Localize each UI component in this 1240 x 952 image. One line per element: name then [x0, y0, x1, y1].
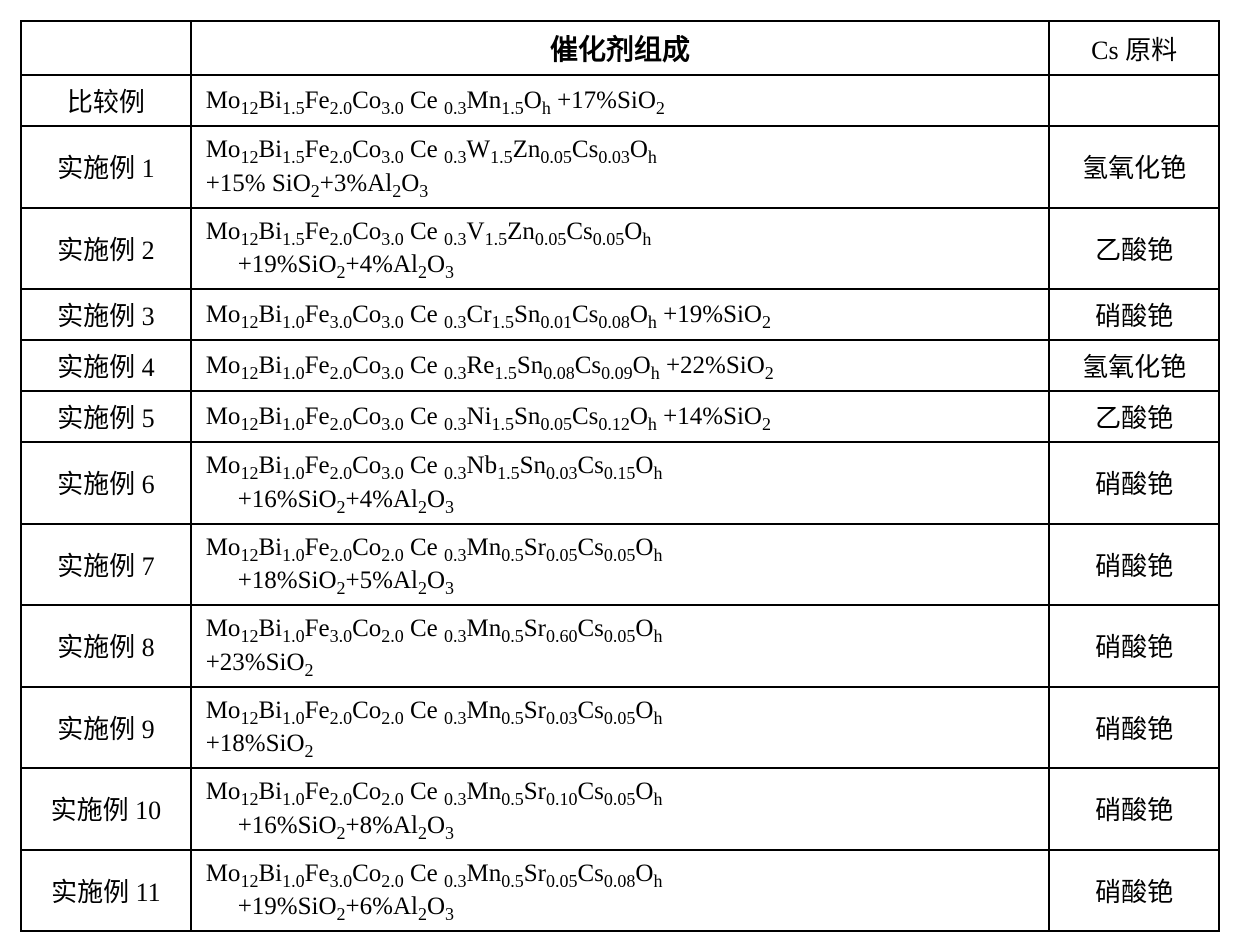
composition-cell: Mo12Bi1.0Fe3.0Co2.0 Ce 0.3Mn0.5Sr0.05Cs0…: [191, 850, 1050, 932]
cs-source-cell: 硝酸铯: [1049, 524, 1219, 606]
composition-cell: Mo12Bi1.0Fe2.0Co3.0 Ce 0.3Nb1.5Sn0.03Cs0…: [191, 442, 1050, 524]
row-label: 实施例 8: [21, 605, 191, 687]
table-header-row: 催化剂组成 Cs 原料: [21, 21, 1219, 75]
cs-source-cell: [1049, 75, 1219, 126]
row-label: 比较例: [21, 75, 191, 126]
col-header-blank: [21, 21, 191, 75]
table-row: 实施例 10Mo12Bi1.0Fe2.0Co2.0 Ce 0.3Mn0.5Sr0…: [21, 768, 1219, 850]
table-body: 比较例Mo12Bi1.5Fe2.0Co3.0 Ce 0.3Mn1.5Oh +17…: [21, 75, 1219, 931]
row-label: 实施例 5: [21, 391, 191, 442]
cs-source-cell: 硝酸铯: [1049, 442, 1219, 524]
table-row: 实施例 8Mo12Bi1.0Fe3.0Co2.0 Ce 0.3Mn0.5Sr0.…: [21, 605, 1219, 687]
composition-cell: Mo12Bi1.0Fe3.0Co2.0 Ce 0.3Mn0.5Sr0.60Cs0…: [191, 605, 1050, 687]
row-label: 实施例 10: [21, 768, 191, 850]
row-label: 实施例 6: [21, 442, 191, 524]
table-row: 实施例 5Mo12Bi1.0Fe2.0Co3.0 Ce 0.3Ni1.5Sn0.…: [21, 391, 1219, 442]
row-label: 实施例 1: [21, 126, 191, 208]
table-row: 实施例 3Mo12Bi1.0Fe3.0Co3.0 Ce 0.3Cr1.5Sn0.…: [21, 289, 1219, 340]
row-label: 实施例 11: [21, 850, 191, 932]
table-row: 实施例 2Mo12Bi1.5Fe2.0Co3.0 Ce 0.3V1.5Zn0.0…: [21, 208, 1219, 290]
composition-cell: Mo12Bi1.0Fe2.0Co2.0 Ce 0.3Mn0.5Sr0.03Cs0…: [191, 687, 1050, 769]
composition-cell: Mo12Bi1.0Fe3.0Co3.0 Ce 0.3Cr1.5Sn0.01Cs0…: [191, 289, 1050, 340]
cs-source-cell: 硝酸铯: [1049, 687, 1219, 769]
table-row: 实施例 11Mo12Bi1.0Fe3.0Co2.0 Ce 0.3Mn0.5Sr0…: [21, 850, 1219, 932]
table-row: 实施例 6Mo12Bi1.0Fe2.0Co3.0 Ce 0.3Nb1.5Sn0.…: [21, 442, 1219, 524]
cs-source-cell: 氢氧化铯: [1049, 340, 1219, 391]
col-header-cs-source: Cs 原料: [1049, 21, 1219, 75]
table-row: 实施例 9Mo12Bi1.0Fe2.0Co2.0 Ce 0.3Mn0.5Sr0.…: [21, 687, 1219, 769]
row-label: 实施例 9: [21, 687, 191, 769]
cs-source-cell: 硝酸铯: [1049, 605, 1219, 687]
composition-cell: Mo12Bi1.5Fe2.0Co3.0 Ce 0.3W1.5Zn0.05Cs0.…: [191, 126, 1050, 208]
cs-source-cell: 硝酸铯: [1049, 289, 1219, 340]
col-header-composition: 催化剂组成: [191, 21, 1050, 75]
cs-source-cell: 氢氧化铯: [1049, 126, 1219, 208]
composition-cell: Mo12Bi1.5Fe2.0Co3.0 Ce 0.3Mn1.5Oh +17%Si…: [191, 75, 1050, 126]
cs-source-cell: 乙酸铯: [1049, 208, 1219, 290]
cs-source-cell: 硝酸铯: [1049, 768, 1219, 850]
table-row: 实施例 4Mo12Bi1.0Fe2.0Co3.0 Ce 0.3Re1.5Sn0.…: [21, 340, 1219, 391]
composition-cell: Mo12Bi1.0Fe2.0Co3.0 Ce 0.3Re1.5Sn0.08Cs0…: [191, 340, 1050, 391]
catalyst-table: 催化剂组成 Cs 原料 比较例Mo12Bi1.5Fe2.0Co3.0 Ce 0.…: [20, 20, 1220, 932]
row-label: 实施例 7: [21, 524, 191, 606]
row-label: 实施例 3: [21, 289, 191, 340]
table-row: 比较例Mo12Bi1.5Fe2.0Co3.0 Ce 0.3Mn1.5Oh +17…: [21, 75, 1219, 126]
composition-cell: Mo12Bi1.5Fe2.0Co3.0 Ce 0.3V1.5Zn0.05Cs0.…: [191, 208, 1050, 290]
row-label: 实施例 4: [21, 340, 191, 391]
cs-source-cell: 硝酸铯: [1049, 850, 1219, 932]
composition-cell: Mo12Bi1.0Fe2.0Co3.0 Ce 0.3Ni1.5Sn0.05Cs0…: [191, 391, 1050, 442]
row-label: 实施例 2: [21, 208, 191, 290]
table-row: 实施例 7Mo12Bi1.0Fe2.0Co2.0 Ce 0.3Mn0.5Sr0.…: [21, 524, 1219, 606]
composition-cell: Mo12Bi1.0Fe2.0Co2.0 Ce 0.3Mn0.5Sr0.05Cs0…: [191, 524, 1050, 606]
composition-cell: Mo12Bi1.0Fe2.0Co2.0 Ce 0.3Mn0.5Sr0.10Cs0…: [191, 768, 1050, 850]
cs-source-cell: 乙酸铯: [1049, 391, 1219, 442]
table-row: 实施例 1Mo12Bi1.5Fe2.0Co3.0 Ce 0.3W1.5Zn0.0…: [21, 126, 1219, 208]
